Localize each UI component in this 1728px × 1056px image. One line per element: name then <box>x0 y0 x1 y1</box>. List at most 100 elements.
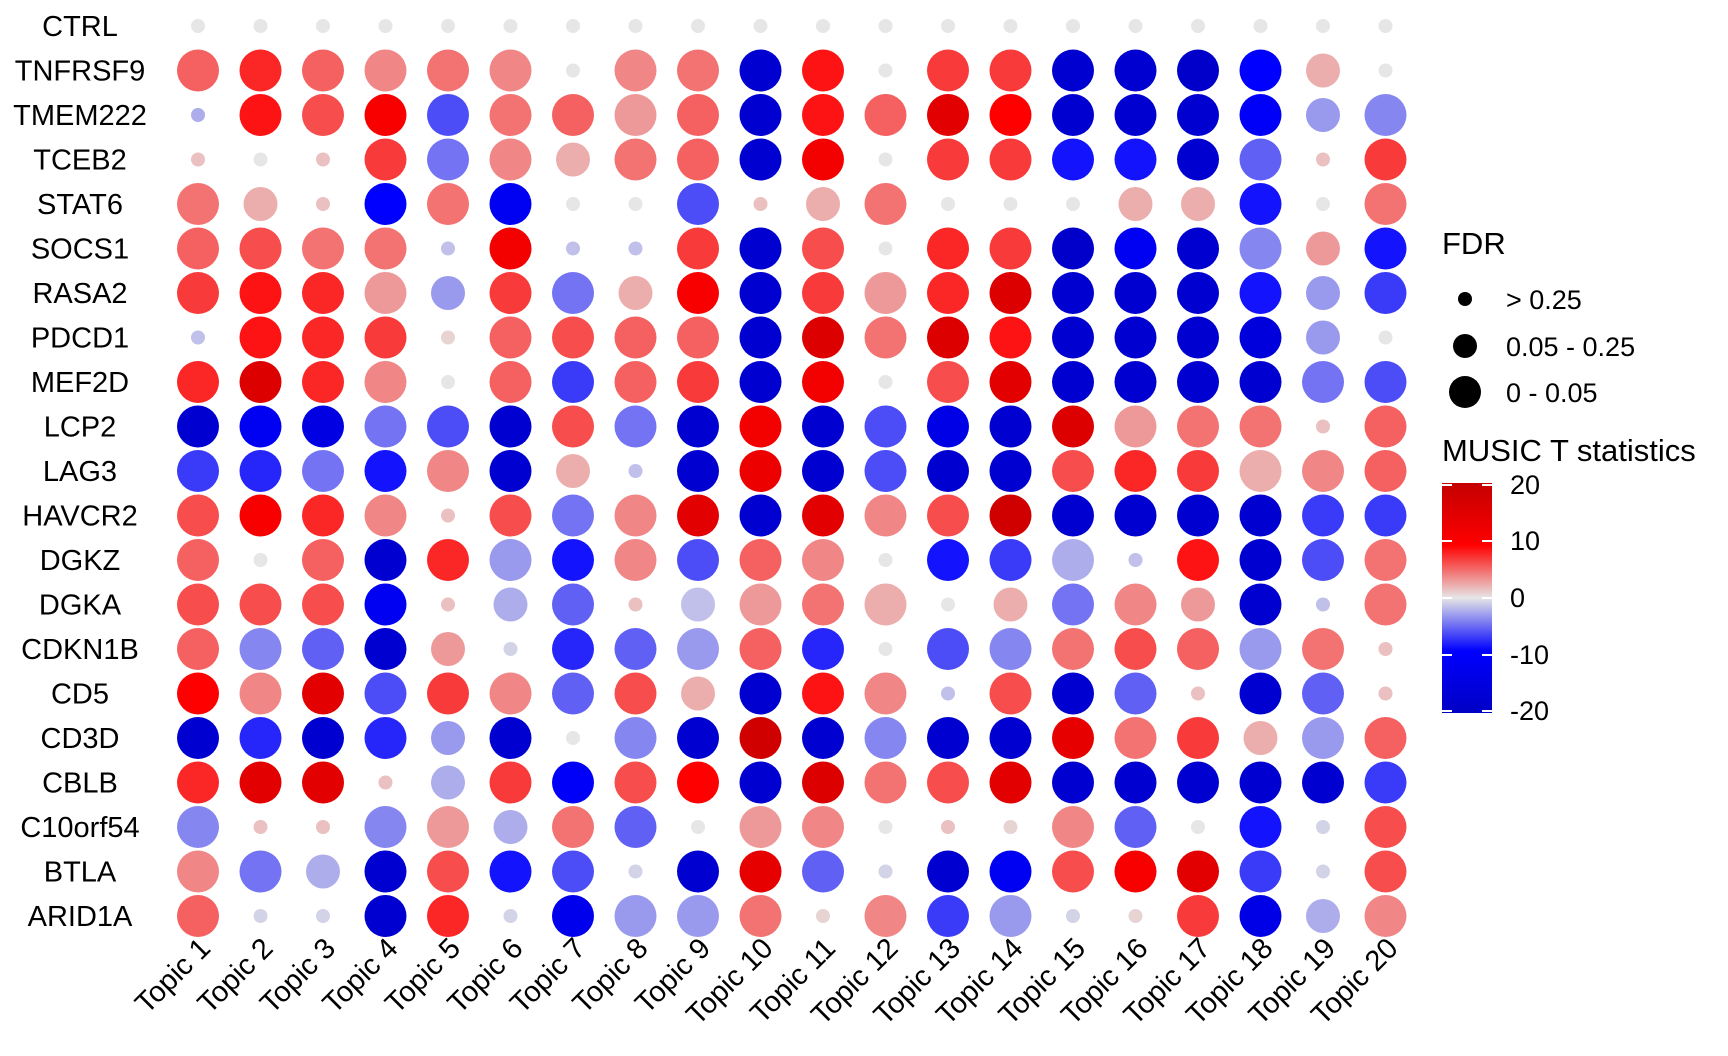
dot-cd3d-topic-15 <box>1052 717 1094 759</box>
dot-tnfrsf9-topic-2 <box>239 49 282 92</box>
dot-dgka-topic-10 <box>739 583 782 626</box>
dot-lag3-topic-17 <box>1177 450 1219 492</box>
dot-ctrl-topic-15 <box>1066 19 1080 33</box>
dot-socs1-topic-1 <box>177 227 219 270</box>
dot-pdcd1-topic-1 <box>191 330 205 345</box>
dot-cd5-topic-7 <box>552 672 594 715</box>
dot-mef2d-topic-3 <box>302 361 344 403</box>
dot-btla-topic-18 <box>1239 850 1282 893</box>
dot-pdcd1-topic-8 <box>614 316 657 359</box>
dot-socs1-topic-20 <box>1364 227 1407 270</box>
dot-lag3-topic-14 <box>989 450 1032 492</box>
dot-ctrl-topic-4 <box>378 19 393 33</box>
row-label-btla: BTLA <box>44 857 117 889</box>
dot-btla-topic-4 <box>364 850 407 893</box>
dot-stat6-topic-2 <box>243 187 278 221</box>
dot-tmem222-topic-19 <box>1306 98 1340 132</box>
dot-tmem222-topic-16 <box>1114 94 1157 136</box>
dot-c10orf54-topic-3 <box>316 820 330 834</box>
dot-stat6-topic-12 <box>864 183 907 225</box>
dot-cdkn1b-topic-20 <box>1378 642 1393 656</box>
dot-ctrl-topic-11 <box>816 19 830 33</box>
dot-havcr2-topic-17 <box>1177 494 1219 537</box>
dot-tceb2-topic-4 <box>364 138 407 181</box>
dot-lcp2-topic-17 <box>1177 405 1219 448</box>
dot-cd5-topic-2 <box>239 672 282 715</box>
dot-cd5-topic-17 <box>1191 686 1205 701</box>
dot-cd5-topic-13 <box>941 686 955 701</box>
dot-cblb-topic-11 <box>802 761 844 804</box>
dot-rasa2-topic-15 <box>1052 272 1094 314</box>
dot-btla-topic-16 <box>1114 850 1157 893</box>
dot-tnfrsf9-topic-11 <box>802 49 844 92</box>
dot-cd5-topic-4 <box>364 672 407 715</box>
dot-tmem222-topic-1 <box>191 108 205 122</box>
dot-pdcd1-topic-11 <box>802 316 844 359</box>
dot-c10orf54-topic-12 <box>878 820 893 834</box>
dot-tnfrsf9-topic-7 <box>566 63 580 78</box>
dot-socs1-topic-9 <box>677 227 719 270</box>
dot-stat6-topic-7 <box>566 197 580 211</box>
dot-socs1-topic-12 <box>878 241 893 256</box>
dot-mef2d-topic-9 <box>677 361 719 403</box>
dot-cd5-topic-11 <box>802 672 844 715</box>
dot-mef2d-topic-10 <box>739 361 782 403</box>
dot-cd3d-topic-11 <box>802 717 844 759</box>
dot-tnfrsf9-topic-13 <box>927 49 969 92</box>
dot-c10orf54-topic-17 <box>1191 820 1205 834</box>
color-legend-title: MUSIC T statistics <box>1442 433 1696 468</box>
dot-arid1a-topic-4 <box>364 895 407 937</box>
dot-havcr2-topic-3 <box>302 494 344 537</box>
dot-cd5-topic-8 <box>614 672 657 715</box>
dot-lcp2-topic-18 <box>1239 405 1282 448</box>
dot-havcr2-topic-11 <box>802 494 844 537</box>
dot-arid1a-topic-9 <box>677 895 719 937</box>
dot-cblb-topic-4 <box>378 775 393 790</box>
dot-tceb2-topic-11 <box>802 138 844 181</box>
dot-arid1a-topic-6 <box>503 909 518 923</box>
dot-cblb-topic-20 <box>1364 761 1407 804</box>
dot-arid1a-topic-14 <box>989 895 1032 937</box>
dot-pdcd1-topic-18 <box>1239 316 1282 359</box>
dot-tceb2-topic-1 <box>191 152 205 167</box>
dot-cblb-topic-9 <box>677 761 719 804</box>
dot-ctrl-topic-18 <box>1253 19 1268 33</box>
dot-mef2d-topic-8 <box>614 361 657 403</box>
dot-cblb-topic-15 <box>1052 761 1094 804</box>
dot-tmem222-topic-15 <box>1052 94 1094 136</box>
dot-dgka-topic-18 <box>1239 583 1282 626</box>
dot-stat6-topic-1 <box>177 183 219 225</box>
dot-havcr2-topic-2 <box>239 494 282 537</box>
dot-arid1a-topic-18 <box>1239 895 1282 937</box>
dot-cd5-topic-6 <box>489 672 532 715</box>
dot-cd5-topic-12 <box>864 672 907 715</box>
dot-lag3-topic-7 <box>556 454 590 488</box>
dot-btla-topic-17 <box>1177 850 1219 893</box>
dot-btla-topic-15 <box>1052 850 1094 893</box>
dot-dgka-topic-11 <box>802 583 844 626</box>
dot-pdcd1-topic-2 <box>239 316 282 359</box>
dot-cd3d-topic-19 <box>1302 717 1344 759</box>
dot-cd3d-topic-7 <box>566 731 580 745</box>
dot-cdkn1b-topic-12 <box>878 642 893 656</box>
dot-arid1a-topic-15 <box>1066 909 1080 923</box>
dot-mef2d-topic-14 <box>989 361 1032 403</box>
dot-lcp2-topic-9 <box>677 405 719 448</box>
dot-tmem222-topic-17 <box>1177 94 1219 136</box>
dot-pdcd1-topic-3 <box>302 316 344 359</box>
dot-dgka-topic-5 <box>441 597 455 612</box>
dot-btla-topic-6 <box>489 850 532 893</box>
dot-cdkn1b-topic-13 <box>927 628 969 670</box>
dot-cdkn1b-topic-8 <box>614 628 657 670</box>
dot-havcr2-topic-12 <box>864 494 907 537</box>
dot-socs1-topic-16 <box>1114 227 1157 270</box>
dot-btla-topic-14 <box>989 850 1032 893</box>
dot-cd5-topic-19 <box>1302 672 1344 715</box>
dot-lag3-topic-4 <box>364 450 407 492</box>
dot-arid1a-topic-13 <box>927 895 969 937</box>
dot-tmem222-topic-20 <box>1364 94 1407 136</box>
dot-cblb-topic-1 <box>177 761 219 804</box>
dot-pdcd1-topic-12 <box>864 316 907 359</box>
dot-mef2d-topic-15 <box>1052 361 1094 403</box>
